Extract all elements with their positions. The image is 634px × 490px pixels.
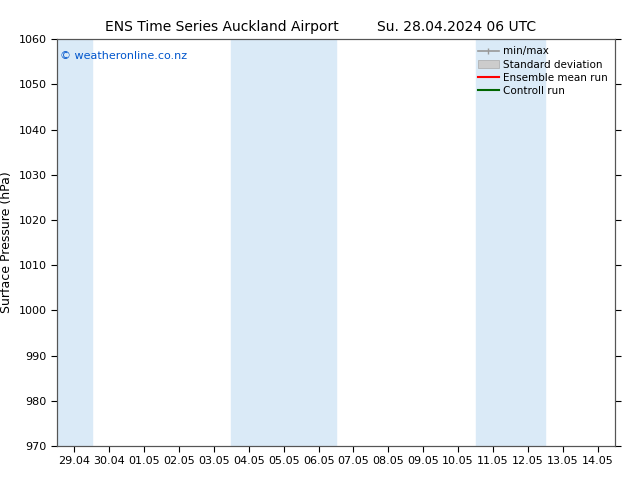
Bar bbox=[231, 39, 336, 446]
Bar bbox=[57, 39, 92, 446]
Legend: min/max, Standard deviation, Ensemble mean run, Controll run: min/max, Standard deviation, Ensemble me… bbox=[476, 45, 610, 98]
Text: Su. 28.04.2024 06 UTC: Su. 28.04.2024 06 UTC bbox=[377, 20, 536, 34]
Text: © weatheronline.co.nz: © weatheronline.co.nz bbox=[60, 51, 187, 61]
Y-axis label: Surface Pressure (hPa): Surface Pressure (hPa) bbox=[0, 172, 13, 314]
Text: ENS Time Series Auckland Airport: ENS Time Series Auckland Airport bbox=[105, 20, 339, 34]
Bar bbox=[476, 39, 545, 446]
